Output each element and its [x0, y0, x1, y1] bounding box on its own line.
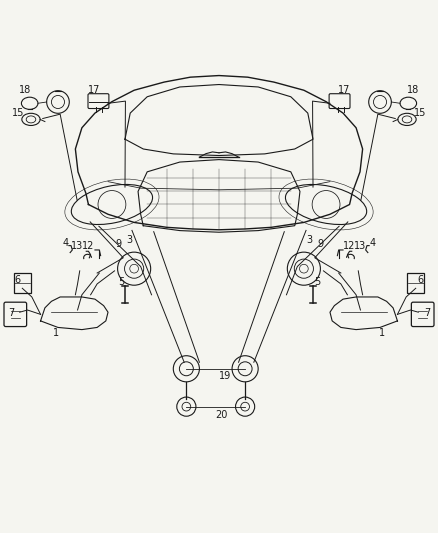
- Text: 6: 6: [417, 276, 423, 286]
- Text: 4: 4: [369, 238, 375, 247]
- Text: 18: 18: [406, 85, 419, 95]
- Text: 20: 20: [215, 410, 227, 421]
- Text: 12: 12: [82, 240, 95, 251]
- Text: 18: 18: [19, 85, 32, 95]
- Text: 6: 6: [15, 276, 21, 286]
- Text: 5: 5: [118, 277, 124, 287]
- Text: 7: 7: [8, 308, 14, 318]
- Text: 7: 7: [424, 308, 430, 318]
- Text: 12: 12: [343, 240, 356, 251]
- Text: 1: 1: [53, 328, 59, 337]
- Text: 3: 3: [126, 235, 132, 245]
- Text: 5: 5: [314, 277, 320, 287]
- Text: 15: 15: [414, 108, 426, 118]
- Text: 9: 9: [115, 239, 121, 249]
- Text: 4: 4: [63, 238, 69, 247]
- Text: 17: 17: [338, 85, 350, 95]
- Text: 9: 9: [317, 239, 323, 249]
- Text: 1: 1: [379, 328, 385, 337]
- Text: 17: 17: [88, 85, 100, 95]
- Text: 15: 15: [12, 108, 24, 118]
- Text: 3: 3: [306, 235, 312, 245]
- Text: 19: 19: [219, 371, 232, 381]
- Text: 13: 13: [71, 240, 84, 251]
- Text: 13: 13: [354, 240, 367, 251]
